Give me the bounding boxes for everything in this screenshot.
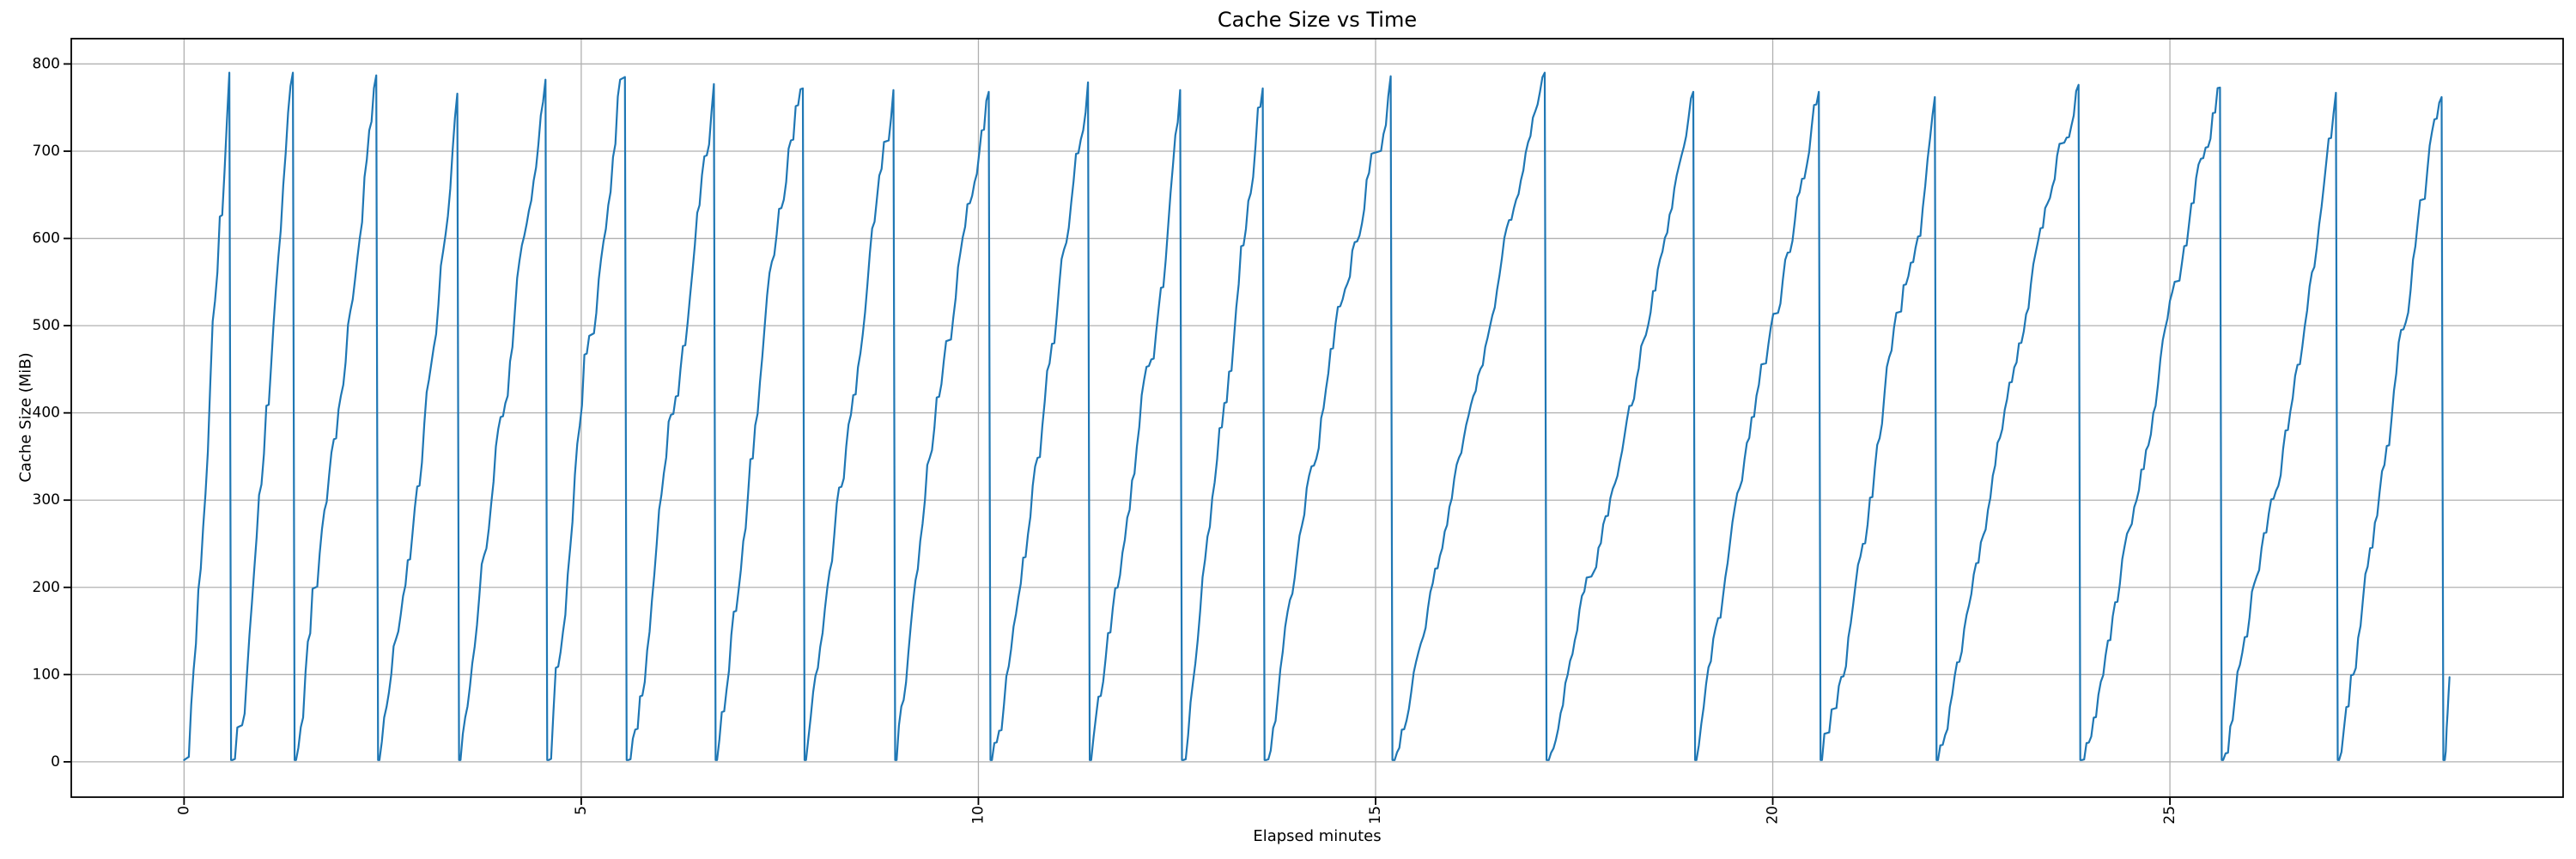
x-tick-labels: 0 5 10 15 20 25 (175, 806, 2178, 825)
x-tick-label: 10 (969, 806, 987, 825)
y-tick-label: 500 (33, 317, 60, 334)
chart-title: Cache Size vs Time (1218, 8, 1417, 32)
y-tick-label: 100 (33, 666, 60, 683)
y-tick-label: 400 (33, 405, 60, 422)
y-tick-labels: 0 100 200 300 400 500 600 700 800 (33, 55, 60, 770)
x-axis-label: Elapsed minutes (1253, 827, 1381, 845)
cache-size-line (183, 71, 2451, 761)
y-tick-label: 600 (33, 230, 60, 247)
tick-marks (64, 63, 2171, 805)
x-tick-label: 25 (2161, 806, 2178, 825)
y-axis-label: Cache Size (MiB) (17, 352, 35, 482)
y-tick-label: 0 (51, 753, 60, 771)
gridlines (71, 39, 2563, 797)
x-tick-label: 20 (1765, 806, 1782, 825)
x-tick-label: 5 (573, 806, 590, 815)
y-tick-label: 700 (33, 143, 60, 160)
plot-border (70, 38, 2564, 798)
y-tick-label: 800 (33, 55, 60, 72)
x-tick-label: 0 (175, 806, 192, 815)
y-tick-label: 300 (33, 491, 60, 509)
y-tick-label: 200 (33, 579, 60, 596)
x-tick-label: 15 (1367, 806, 1384, 825)
